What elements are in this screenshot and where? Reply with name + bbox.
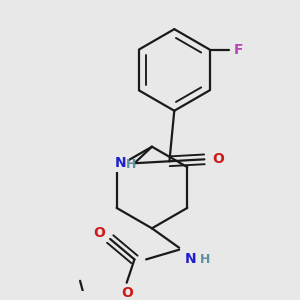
Text: O: O	[94, 226, 105, 240]
Text: N: N	[115, 156, 127, 170]
Text: H: H	[200, 253, 211, 266]
Text: N: N	[185, 252, 196, 266]
Text: F: F	[234, 43, 244, 56]
Text: O: O	[212, 152, 224, 166]
Text: O: O	[122, 286, 134, 300]
Text: H: H	[126, 158, 137, 171]
